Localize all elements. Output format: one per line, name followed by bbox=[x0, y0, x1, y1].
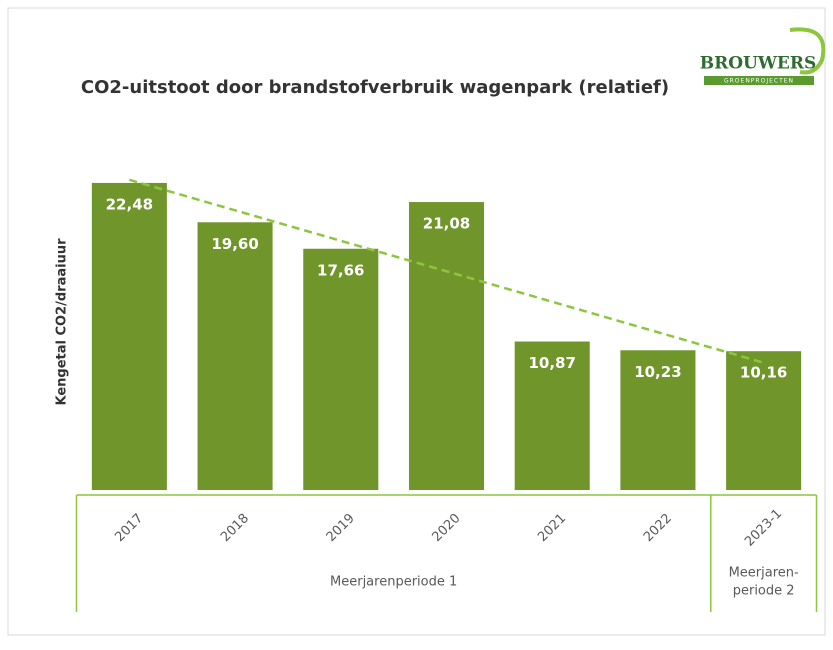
logo-name: BROUWERS bbox=[700, 54, 817, 74]
group-label: periode 2 bbox=[733, 584, 795, 599]
bar bbox=[726, 351, 802, 490]
group-label: Meerjaren- bbox=[729, 566, 799, 581]
bar bbox=[303, 248, 379, 490]
logo-swirl bbox=[789, 27, 826, 75]
bar bbox=[91, 182, 167, 490]
y-axis-label: Kengetal CO2/draaiuur bbox=[55, 238, 70, 406]
chart-title: CO2-uitstoot door brandstofverbruik wage… bbox=[81, 77, 669, 98]
bar bbox=[514, 341, 590, 490]
value-label: 17,66 bbox=[317, 261, 364, 279]
bar bbox=[197, 222, 273, 490]
trendline bbox=[129, 178, 764, 364]
logo-tagline: GROENPROJECTEN bbox=[724, 78, 794, 85]
bar bbox=[408, 202, 485, 491]
group-label: Meerjarenperiode 1 bbox=[330, 575, 457, 590]
value-label: 10,87 bbox=[528, 354, 575, 372]
bar bbox=[620, 350, 696, 490]
value-label: 19,60 bbox=[211, 235, 258, 253]
value-label: 21,08 bbox=[423, 215, 470, 233]
value-label: 10,16 bbox=[740, 364, 787, 382]
value-label: 10,23 bbox=[634, 363, 681, 381]
value-label: 22,48 bbox=[106, 195, 153, 213]
logo-band bbox=[704, 76, 814, 85]
